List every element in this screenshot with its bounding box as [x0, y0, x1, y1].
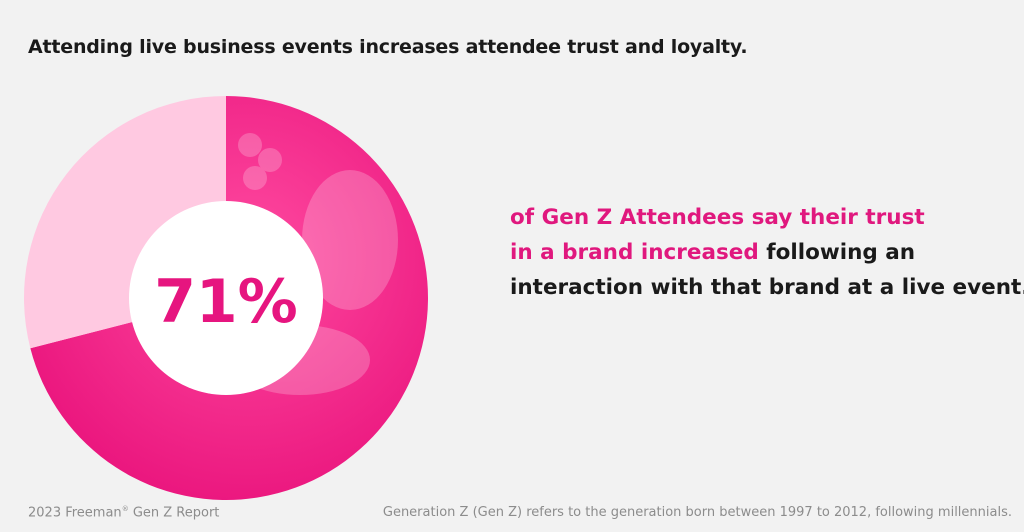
stat-rest-3: interaction with that brand at a live ev… — [510, 275, 1024, 300]
source-tail: Gen Z Report — [129, 505, 220, 520]
stat-highlight-1: of Gen Z Attendees say their trust — [510, 205, 925, 230]
registered-mark: ® — [122, 505, 129, 513]
gen-z-definition: Generation Z (Gen Z) refers to the gener… — [383, 505, 1012, 520]
source-name: 2023 Freeman — [28, 505, 122, 520]
source-citation: 2023 Freeman® Gen Z Report — [28, 505, 219, 520]
stat-line-1: of Gen Z Attendees say their trust — [510, 200, 1024, 235]
center-percentage: 71% — [154, 267, 298, 337]
stat-description: of Gen Z Attendees say their trust in a … — [510, 200, 1024, 305]
donut-chart: 71% — [0, 0, 460, 500]
stat-line-2: in a brand increased following an — [510, 235, 1024, 270]
stat-line-3: interaction with that brand at a live ev… — [510, 270, 1024, 305]
stat-rest-2: following an — [759, 240, 915, 265]
stat-highlight-2: in a brand increased — [510, 240, 759, 265]
